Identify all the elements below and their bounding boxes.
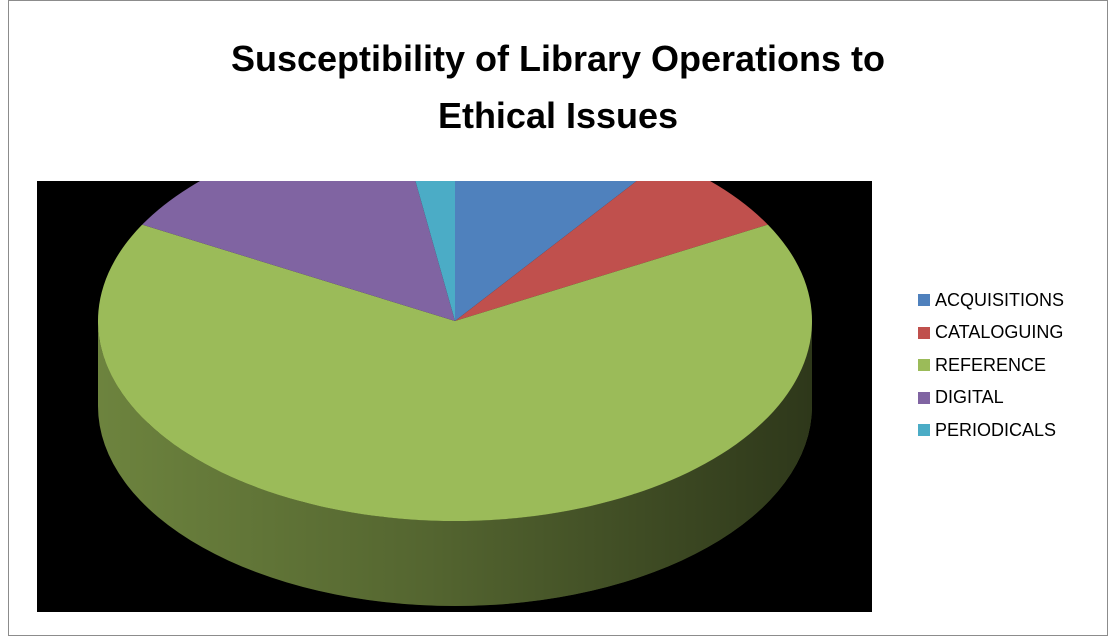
pie-side-shading — [98, 321, 812, 606]
legend-item-reference: REFERENCE — [918, 349, 1103, 382]
pie-slices — [98, 181, 813, 522]
legend-item-acquisitions: ACQUISITIONS — [918, 284, 1103, 317]
legend-swatch — [918, 391, 930, 404]
legend-swatch — [918, 424, 930, 437]
pie-chart — [98, 181, 813, 606]
legend-label: PERIODICALS — [935, 419, 1057, 440]
chart-title: Susceptibility of Library Operations to E… — [230, 38, 886, 136]
legend-item-periodicals: PERIODICALS — [918, 414, 1103, 447]
plot-area — [37, 181, 872, 612]
pie-slice-digital[interactable] — [142, 181, 455, 321]
legend-label: CATALOGUING — [935, 322, 1064, 343]
legend-label: DIGITAL — [935, 387, 1004, 408]
chart-legend: ACQUISITIONS CATALOGUING REFERENCE DIGITAL P… — [918, 284, 1103, 447]
pie-slice-reference[interactable] — [98, 224, 813, 522]
legend-label: REFERENCE — [935, 354, 1047, 375]
pie-slice-cataloguing[interactable] — [455, 181, 768, 321]
legend-swatch — [918, 326, 930, 339]
legend-item-digital: DIGITAL — [918, 382, 1103, 415]
pie-slice-periodicals[interactable] — [399, 181, 455, 321]
legend-item-cataloguing: CATALOGUING — [918, 317, 1103, 350]
legend-label: ACQUISITIONS — [935, 289, 1065, 310]
legend-swatch — [918, 359, 930, 372]
pie-sides — [98, 321, 812, 606]
legend-swatch — [918, 294, 930, 307]
